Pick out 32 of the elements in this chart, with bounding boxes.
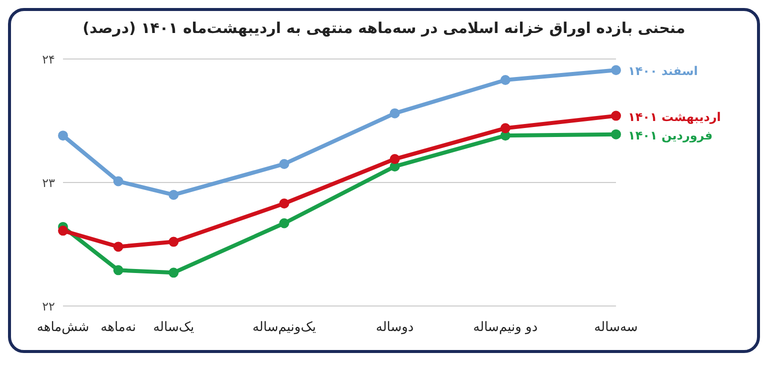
point (113, 242, 124, 252)
x-tick-label: یک‌ونیم‌ساله (252, 320, 316, 336)
x-tick-label: دوساله (376, 320, 414, 336)
point (390, 108, 400, 118)
x-tick-label: سه‌ساله (594, 320, 638, 336)
point (279, 198, 290, 208)
point (168, 190, 179, 200)
x-tick-label: نه‌ماهه (100, 320, 136, 336)
point (168, 236, 179, 247)
point (279, 158, 290, 169)
x-tick-label: دو ونیم‌ساله (473, 320, 538, 336)
y-tick-label: ۲۲ (42, 299, 55, 314)
point (279, 218, 290, 228)
series-label: اسفند ۱۴۰۰ (628, 64, 698, 78)
point (611, 129, 621, 140)
point (611, 110, 621, 121)
point (611, 65, 621, 76)
point (168, 268, 179, 278)
point (113, 176, 124, 186)
y-tick-label: ۲۳ (42, 176, 56, 190)
chart-title: منحنی بازده اوراق خزانه اسلامی در سه‌ماهه منتهی به اردیبهشت‌ماه ۱۴۰۱ (درصد) (82, 19, 686, 37)
x-tick-label: یک‌ساله (153, 320, 194, 336)
point (58, 130, 68, 141)
series-label: اردیبهشت ۱۴۰۱ (628, 110, 721, 124)
y-tick-label: ۲۴ (42, 52, 55, 66)
series-label: فروردین ۱۴۰۱ (628, 128, 713, 142)
point (500, 74, 510, 85)
x-tick-label: شش‌ماهه (36, 320, 90, 336)
point (58, 226, 68, 236)
point (113, 265, 124, 276)
point (500, 123, 510, 134)
point (390, 154, 400, 164)
